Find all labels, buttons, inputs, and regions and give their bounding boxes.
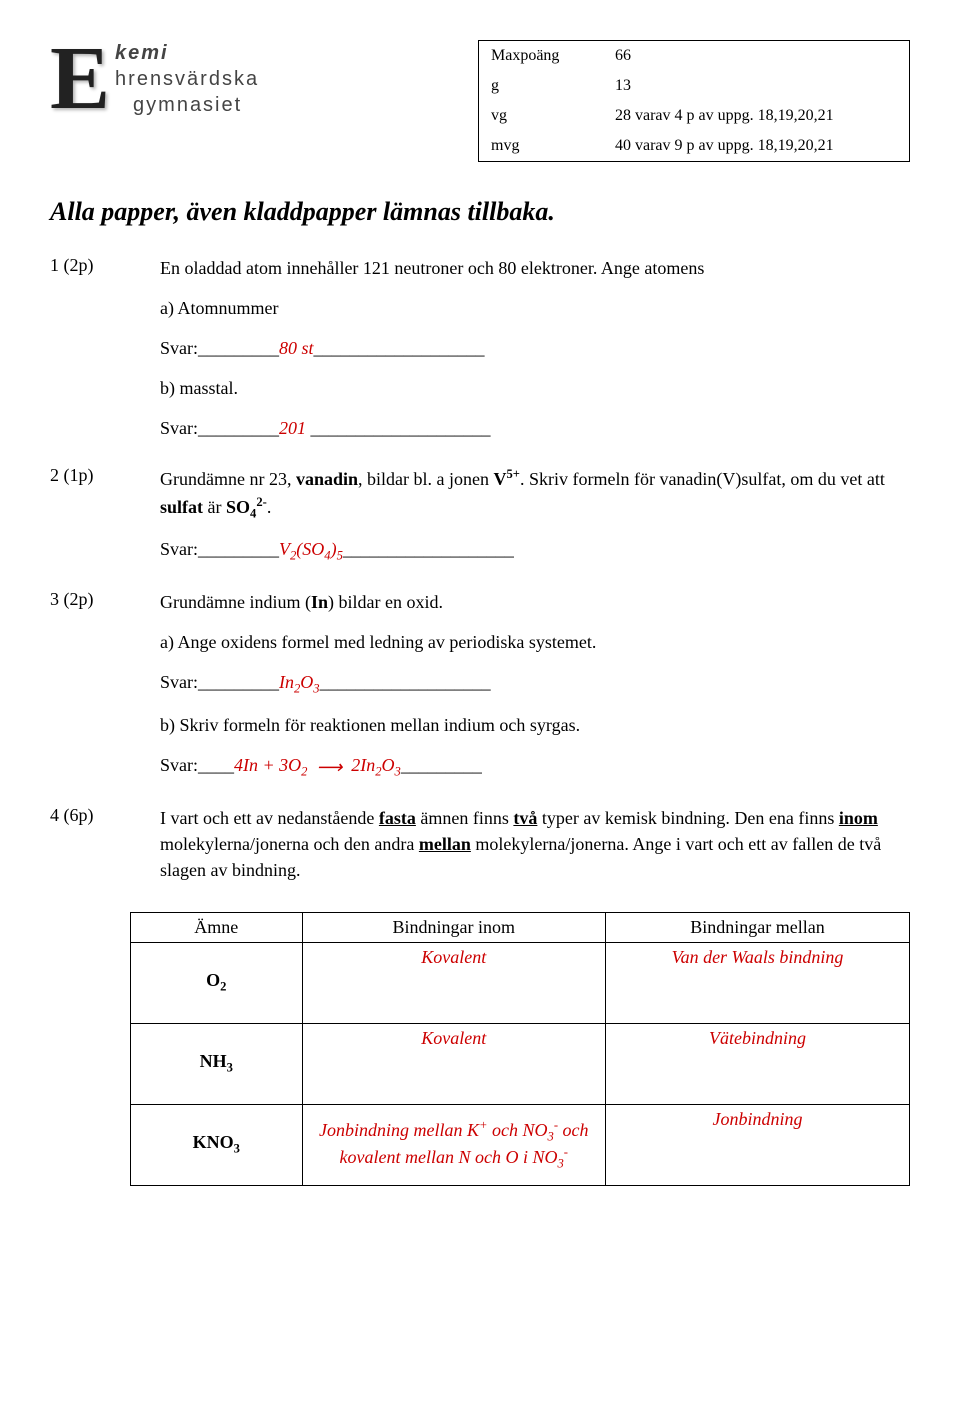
score-g-label: g	[479, 71, 603, 101]
q1-a-ans: 80 st	[279, 338, 314, 358]
q3-t2: ) bildar en oxid.	[328, 592, 443, 612]
table-row: NH3 Kovalent Vätebindning	[131, 1023, 910, 1104]
cell-kno3-mellan: Jonbindning	[605, 1104, 909, 1185]
q4-t3: typer av kemisk bindning. Den ena finns	[537, 808, 838, 828]
cell-kno3-inom: Jonbindning mellan K+ och NO3- och koval…	[302, 1104, 605, 1185]
kno3-b: och NO	[488, 1120, 548, 1140]
q2-t4: är	[203, 497, 226, 517]
q1-b-ans: 201	[279, 418, 306, 438]
q4-inom: inom	[839, 808, 878, 828]
q2-vanadin: vanadin	[296, 469, 358, 489]
q3-t1: Grundämne indium (	[160, 592, 311, 612]
score-mvg-val: 40 varav 9 p av uppg. 18,19,20,21	[603, 131, 909, 161]
th-inom: Bindningar inom	[302, 912, 605, 942]
score-box: Maxpoäng66 g13 vg28 varav 4 p av uppg. 1…	[478, 40, 910, 162]
q2-suffix: ___________________	[343, 539, 514, 559]
q2-t3: . Skriv formeln för vanadin(V)sulfat, om…	[520, 469, 885, 489]
q2-number: 2 (1p)	[50, 465, 130, 579]
q1-a-suffix: ___________________	[314, 338, 485, 358]
score-maxpoang-label: Maxpoäng	[479, 41, 603, 71]
q4-tva: två	[513, 808, 537, 828]
q3b-r1: 2In	[351, 755, 375, 775]
table-row: KNO3 Jonbindning mellan K+ och NO3- och …	[131, 1104, 910, 1185]
table-row: O2 Kovalent Van der Waals bindning	[131, 942, 910, 1023]
q4-t4: molekylerna/jonerna och den andra	[160, 834, 419, 854]
q1-b-answer: Svar:_________201 ____________________	[160, 415, 910, 441]
cell-kno3: KNO3	[131, 1104, 303, 1185]
q2-ans-so: (SO	[296, 539, 324, 559]
cell-o2: O2	[131, 942, 303, 1023]
th-mellan: Bindningar mellan	[605, 912, 909, 942]
q4-number: 4 (6p)	[50, 805, 130, 897]
q2-t5: .	[267, 497, 272, 517]
cell-o2-inom: Kovalent	[302, 942, 605, 1023]
q1-number: 1 (2p)	[50, 255, 130, 455]
q3-b-answer: Svar:____4In + 3O2 ⟶ 2In2O3_________	[160, 752, 910, 781]
logo-line1: kemi	[115, 40, 259, 66]
logo-initial: E	[50, 43, 110, 115]
q4-fasta: fasta	[379, 808, 416, 828]
score-vg-label: vg	[479, 101, 603, 131]
q1-b-suffix: ____________________	[306, 418, 491, 438]
question-1: 1 (2p) En oladdad atom innehåller 121 ne…	[50, 255, 910, 455]
question-4: 4 (6p) I vart och ett av nedanstående fa…	[50, 805, 910, 897]
q3-text: Grundämne indium (In) bildar en oxid.	[160, 589, 910, 615]
kno3-a: Jonbindning mellan K	[319, 1120, 479, 1140]
question-2: 2 (1p) Grundämne nr 23, vanadin, bildar …	[50, 465, 910, 579]
q2-ans-v: V	[279, 539, 290, 559]
cell-nh3: NH3	[131, 1023, 303, 1104]
q1-text: En oladdad atom innehåller 121 neutroner…	[160, 258, 704, 278]
bonding-table: Ämne Bindningar inom Bindningar mellan O…	[130, 912, 910, 1186]
q1-a-label: a) Atomnummer	[160, 295, 910, 321]
q4-mellan: mellan	[419, 834, 471, 854]
question-3: 3 (2p) Grundämne indium (In) bildar en o…	[50, 589, 910, 795]
cell-nh3-inom: Kovalent	[302, 1023, 605, 1104]
q2-prefix: Svar:_________	[160, 539, 279, 559]
q3b-prefix: Svar:____	[160, 755, 234, 775]
q3-a-text: a) Ange oxidens formel med ledning av pe…	[160, 629, 910, 655]
q3-In: In	[311, 592, 328, 612]
q2-t1: Grundämne nr 23,	[160, 469, 296, 489]
cell-o2-mellan: Van der Waals bindning	[605, 942, 909, 1023]
o2-sym: O	[206, 970, 220, 990]
q2-t2: , bildar bl. a jonen	[358, 469, 493, 489]
nh3-sym: NH	[200, 1051, 227, 1071]
school-logo: E kemi hrensvärdska gymnasiet	[50, 40, 259, 118]
q1-a-prefix: Svar:_________	[160, 338, 279, 358]
q3-a-answer: Svar:_________In2O3___________________	[160, 669, 910, 698]
arrow-icon: ⟶	[316, 754, 342, 780]
score-maxpoang-val: 66	[603, 41, 909, 71]
q1-a-answer: Svar:_________80 st___________________	[160, 335, 910, 361]
score-g-val: 13	[603, 71, 909, 101]
q1-b-label: b) masstal.	[160, 375, 910, 401]
cell-nh3-mellan: Vätebindning	[605, 1023, 909, 1104]
score-mvg-label: mvg	[479, 131, 603, 161]
q3a-suffix: ___________________	[320, 672, 491, 692]
q2-sulfat: sulfat	[160, 497, 203, 517]
q4-text: I vart och ett av nedanstående fasta ämn…	[160, 805, 910, 883]
q3a-o: O	[300, 672, 313, 692]
q1-b-prefix: Svar:_________	[160, 418, 279, 438]
q2-v: V	[493, 469, 506, 489]
score-vg-val: 28 varav 4 p av uppg. 18,19,20,21	[603, 101, 909, 131]
page-header: E kemi hrensvärdska gymnasiet Maxpoäng66…	[50, 40, 910, 162]
q3b-left: 4In + 3O	[234, 755, 301, 775]
th-amne: Ämne	[131, 912, 303, 942]
q4-t2: ämnen finns	[416, 808, 513, 828]
q3-b-text: b) Skriv formeln för reaktionen mellan i…	[160, 712, 910, 738]
q2-text: Grundämne nr 23, vanadin, bildar bl. a j…	[160, 465, 910, 522]
q2-answer: Svar:_________V2(SO4)5__________________…	[160, 536, 910, 565]
q3b-suffix: _________	[401, 755, 482, 775]
logo-line2: hrensvärdska	[115, 66, 259, 92]
q3b-r2: O	[382, 755, 395, 775]
q3a-prefix: Svar:_________	[160, 672, 279, 692]
q3-number: 3 (2p)	[50, 589, 130, 795]
q2-so4: SO	[226, 497, 250, 517]
page-title: Alla papper, även kladdpapper lämnas til…	[50, 197, 910, 227]
kno3-sym: KNO	[193, 1132, 234, 1152]
q3a-in: In	[279, 672, 294, 692]
logo-line3: gymnasiet	[115, 92, 259, 118]
q4-t1: I vart och ett av nedanstående	[160, 808, 379, 828]
logo-text-block: kemi hrensvärdska gymnasiet	[115, 40, 259, 118]
